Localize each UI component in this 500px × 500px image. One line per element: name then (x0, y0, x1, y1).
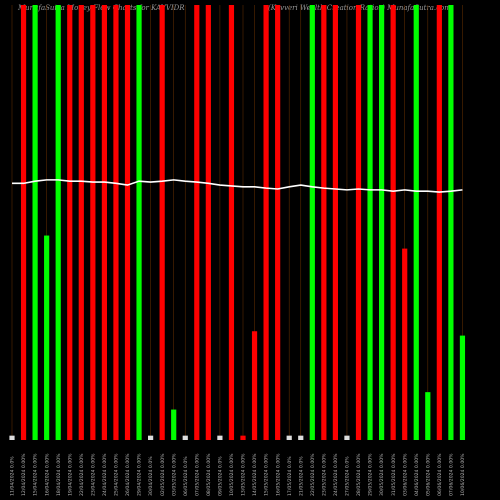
bar (309, 5, 315, 440)
bar (205, 5, 211, 440)
bar (136, 5, 142, 440)
x-tick-label: 28/05/2024 0.00% (356, 453, 362, 496)
x-tick-label: 17/05/2024 0.0% (287, 456, 293, 496)
bar (390, 5, 396, 440)
x-tick-label: 03/06/2024 0.00% (402, 453, 408, 496)
bar (171, 409, 177, 440)
x-tick-label: 23/05/2024 0.00% (321, 453, 327, 496)
x-tick-label: 31/05/2024 0.00% (391, 453, 397, 496)
bar (124, 5, 131, 440)
bar (113, 5, 119, 440)
x-tick-label: 19/04/2024 0.00% (67, 453, 73, 496)
bar (182, 435, 188, 440)
bar (263, 5, 269, 440)
x-tick-label: 29/04/2024 0.00% (137, 453, 143, 496)
x-tick-label: 08/05/2024 0.00% (206, 453, 212, 496)
x-tick-label: 02/05/2024 0.00% (160, 453, 166, 496)
bar (90, 5, 96, 440)
x-tick-label: 09/05/2024 0.0% (218, 456, 224, 496)
x-tick-label: 25/04/2024 0.00% (114, 453, 120, 496)
bar (20, 5, 27, 440)
x-tick-label: 24/05/2024 0.00% (333, 453, 339, 496)
x-tick-label: 11/04/2024 0.0% (10, 456, 16, 496)
x-tick-label: 07/05/2024 0.00% (194, 453, 200, 496)
bar (44, 235, 50, 440)
bar (240, 435, 246, 440)
bar (275, 5, 281, 440)
x-tick-label: 18/04/2024 0.00% (56, 453, 62, 496)
x-tick-label: 14/05/2024 0.00% (252, 453, 258, 496)
x-tick-label: 04/06/2024 0.00% (414, 453, 420, 496)
bar (251, 331, 258, 440)
bar (286, 435, 292, 440)
x-tick-label: 24/04/2024 0.00% (102, 453, 108, 496)
bar (402, 248, 408, 440)
bar (321, 5, 327, 440)
x-tick-label: 15/05/2024 0.00% (264, 453, 270, 496)
bar (228, 5, 235, 440)
x-tick-label: 29/05/2024 0.00% (368, 453, 374, 496)
x-tick-label: 10/06/2024 0.00% (460, 453, 466, 496)
x-tick-label: 07/06/2024 0.00% (449, 453, 455, 496)
bar (101, 5, 107, 440)
x-tick-label: 16/04/2024 0.00% (44, 453, 50, 496)
x-tick-label: 03/05/2024 0.00% (171, 453, 177, 496)
x-tick-label: 22/04/2024 0.00% (79, 453, 85, 496)
bar (298, 435, 304, 440)
bar (355, 5, 362, 440)
bar (32, 5, 38, 440)
bar (413, 5, 419, 440)
bar (194, 5, 200, 440)
bar (448, 5, 454, 440)
bar (379, 5, 385, 440)
x-tick-label: 23/04/2024 0.00% (90, 453, 96, 496)
x-tick-label: 15/04/2024 0.00% (33, 453, 39, 496)
x-tick-label: 12/04/2024 0.00% (21, 453, 27, 496)
bar (425, 392, 431, 440)
x-tick-label: 30/04/2024 0.0% (148, 456, 154, 496)
x-tick-label: 27/05/2024 0.0% (345, 456, 351, 496)
bar (332, 5, 338, 440)
bar (67, 5, 73, 440)
bar (344, 435, 350, 440)
x-tick-label: 06/05/2024 0.0% (183, 456, 189, 496)
chart-title: MunafaSutra Money Flow Charts for KAVVID… (17, 4, 185, 12)
x-tick-label: 22/05/2024 0.00% (310, 453, 316, 496)
bar (55, 5, 61, 440)
x-tick-label: 16/05/2024 0.00% (275, 453, 281, 496)
x-tick-label: 05/06/2024 0.00% (425, 453, 431, 496)
bar (459, 335, 466, 440)
x-tick-label: 26/04/2024 0.00% (125, 453, 131, 496)
bar (78, 5, 84, 440)
bar (367, 5, 373, 440)
bar (159, 5, 165, 440)
bar (217, 435, 223, 440)
bar (436, 5, 442, 440)
bar (9, 435, 15, 440)
line (12, 179, 463, 193)
x-tick-label: 10/05/2024 0.00% (229, 453, 235, 496)
x-tick-label: 06/06/2024 0.00% (437, 453, 443, 496)
x-tick-label: 30/05/2024 0.00% (379, 453, 385, 496)
bar (148, 435, 154, 440)
x-tick-label: 21/05/2024 0.0% (298, 456, 304, 496)
x-tick-label: 13/05/2024 0.00% (241, 453, 247, 496)
